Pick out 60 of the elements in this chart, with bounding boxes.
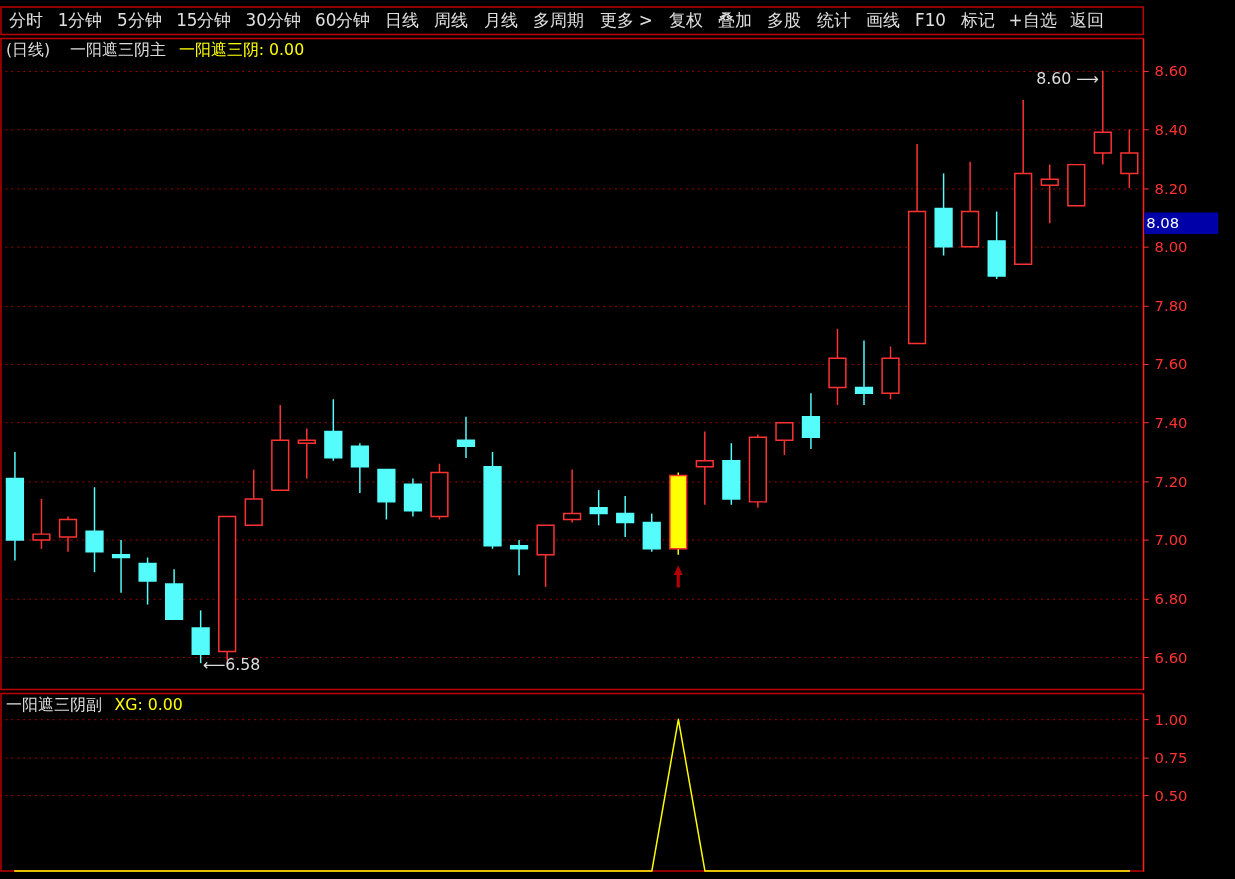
annotation: XG: 0.00	[114, 695, 183, 715]
y-tick-label: 7.00	[1154, 531, 1188, 549]
text: 5分钟	[117, 9, 162, 30]
text: 统计	[816, 9, 851, 30]
text: 60分钟	[315, 9, 371, 30]
y-tick-label: 8.60	[1154, 62, 1188, 80]
candlestick	[1040, 163, 1059, 225]
candlestick	[695, 430, 714, 506]
text: 周线	[434, 9, 469, 30]
text: 更多 >	[599, 9, 653, 30]
y-tick-label: 7.40	[1154, 414, 1188, 432]
candlestick	[138, 556, 157, 606]
chart-title: (日线)	[5, 40, 51, 60]
y-tick-label: 1.00	[1154, 710, 1188, 728]
y-tick-label: 7.20	[1154, 472, 1188, 490]
candlestick	[589, 489, 608, 527]
candlestick	[111, 539, 131, 594]
text: 标记	[960, 9, 996, 30]
chart-title: 一阳遮三阴副	[5, 695, 102, 715]
text: 15分钟	[176, 9, 232, 30]
candlestick	[563, 468, 582, 524]
text: 多周期	[532, 9, 584, 30]
candlestick	[509, 539, 529, 576]
text: 30分钟	[245, 9, 301, 30]
y-tick-label: 7.60	[1154, 355, 1188, 373]
chart-subtitle: 一阳遮三阴主	[70, 40, 167, 60]
candlestick	[616, 495, 635, 538]
annotation: 8.60 ⟶	[1036, 68, 1099, 88]
y-tick-label: 8.20	[1154, 179, 1188, 197]
text: 叠加	[717, 9, 752, 30]
text: 返回	[1069, 9, 1104, 30]
text: 分时	[8, 9, 43, 30]
y-tick-label: 0.50	[1154, 786, 1188, 804]
candlestick	[350, 442, 369, 494]
text: 月线	[483, 9, 518, 30]
annotation: ⟵6.58	[202, 655, 261, 675]
candlestick	[58, 515, 78, 553]
y-tick-label: 0.75	[1154, 748, 1188, 766]
y-tick-label: 8.40	[1154, 120, 1188, 138]
text: 多股	[767, 9, 802, 30]
y-tick-label: 6.60	[1154, 648, 1188, 666]
text: +自选	[1008, 9, 1057, 30]
y-tick-label: 7.80	[1154, 296, 1188, 314]
candlestick	[32, 498, 51, 550]
candlestick	[456, 416, 476, 459]
text: 1分钟	[57, 9, 103, 30]
candlestick	[297, 427, 316, 480]
text: 日线	[385, 9, 420, 30]
candlestick	[775, 421, 794, 456]
text: 画线	[865, 9, 900, 30]
text: F10	[915, 9, 946, 30]
annotation: 一阳遮三阴: 0.00	[178, 40, 305, 60]
text: 复权	[668, 9, 703, 30]
candlestick	[854, 339, 874, 406]
y-tick-label: 6.80	[1154, 590, 1188, 608]
candlestick	[1120, 128, 1139, 189]
y-tick-label: 8.00	[1154, 238, 1188, 256]
candlestick	[85, 486, 104, 573]
candlestick	[801, 392, 821, 450]
ref-line-label: 8.08	[1146, 214, 1180, 232]
